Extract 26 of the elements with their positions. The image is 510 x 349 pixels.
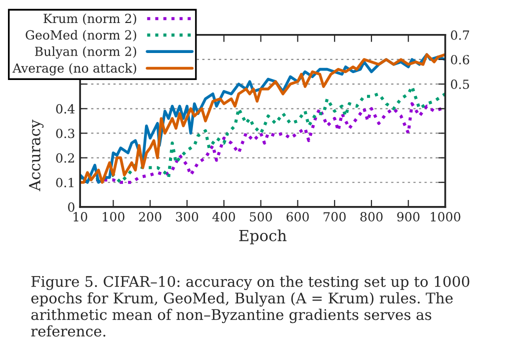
x-tick-label: 400 bbox=[212, 212, 236, 222]
x-tick-label: 200 bbox=[139, 212, 162, 222]
x-tick-label: 600 bbox=[286, 212, 309, 222]
y-axis-title: Accuracy bbox=[29, 120, 44, 192]
y-tick-label: 0.1 bbox=[56, 178, 74, 188]
y-tick-label: 0 bbox=[68, 202, 74, 212]
x-tick-label: 1000 bbox=[430, 212, 460, 222]
y-tick-label: 0.2 bbox=[56, 153, 74, 163]
legend-label: Krum (norm 2) bbox=[44, 13, 136, 25]
y2-tick-label: 0.7 bbox=[450, 30, 470, 40]
caption: Figure 5. CIFAR–10: accuracy on the testing set up to 1000 epochs for Krum, GeoMed, Bulyan (A = Krum) rules. The arithmetic mean of non–Byzantine gradients serves as reference. bbox=[31, 276, 470, 337]
y2-tick-label: 0.5 bbox=[450, 80, 470, 89]
legend-label: Bulyan (norm 2) bbox=[35, 46, 136, 59]
x-tick-label: 300 bbox=[176, 212, 198, 222]
y2-tick-label: 0.6 bbox=[450, 54, 470, 64]
x-tick-label: 500 bbox=[250, 212, 272, 222]
x-tick-label: 900 bbox=[397, 212, 420, 222]
y-tick-label: 0.4 bbox=[56, 104, 75, 114]
x-tick-label: 800 bbox=[360, 212, 383, 222]
x-tick-label: 100 bbox=[102, 212, 124, 222]
x-tick-label: 700 bbox=[324, 212, 346, 222]
legend-label: GeoMed (norm 2) bbox=[26, 30, 136, 42]
legend-label: Average (no attack) bbox=[12, 63, 136, 76]
x-tick-label: 10 bbox=[74, 212, 88, 222]
x-axis-title: Epoch bbox=[239, 229, 286, 244]
y-tick-label: 0.3 bbox=[56, 128, 74, 138]
